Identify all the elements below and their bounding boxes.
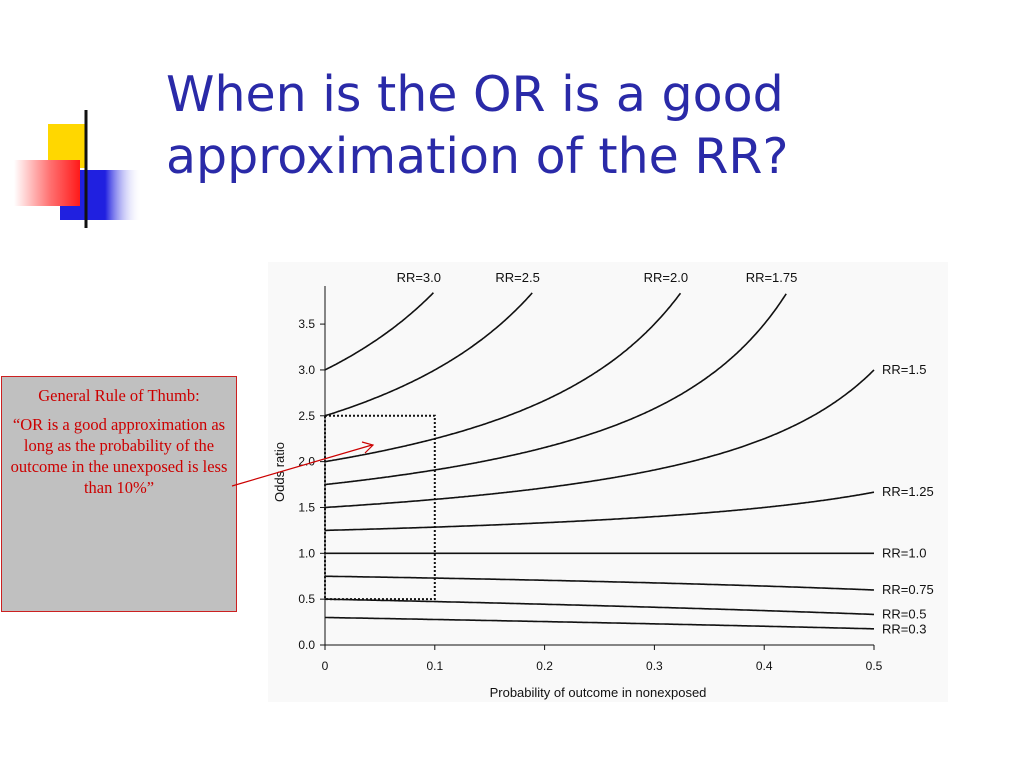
curve-label-rr-2-5: RR=2.5: [495, 270, 539, 285]
rule-of-thumb-callout: General Rule of Thumb: “OR is a good app…: [1, 376, 237, 612]
curve-rr-3-0: [324, 292, 434, 371]
curve-label-rr-2-0: RR=2.0: [644, 270, 688, 285]
y-tick-label: 3.5: [298, 317, 315, 331]
curve-label-rr-0-3: RR=0.3: [882, 621, 926, 636]
curve-rr-1-5: [324, 369, 875, 509]
curve-group: [324, 292, 875, 630]
curve-rr-1-25: [325, 491, 875, 532]
curve-label-rr-0-5: RR=0.5: [882, 606, 926, 621]
curve-rr-0-5: [325, 598, 874, 616]
curve-label-rr-1-75: RR=1.75: [746, 270, 798, 285]
x-tick-label: 0: [322, 659, 329, 673]
y-tick-label: 0.5: [298, 592, 315, 606]
y-axis-title: Odds ratio: [272, 442, 287, 502]
x-tick-label: 0.4: [756, 659, 773, 673]
y-tick-label: 2.5: [298, 409, 315, 423]
curve-label-rr-1-5: RR=1.5: [882, 362, 926, 377]
curve-label-rr-3-0: RR=3.0: [397, 270, 441, 285]
y-tick-label: 3.0: [298, 363, 315, 377]
y-tick-label: 0.0: [298, 638, 315, 652]
x-axis-title: Probability of outcome in nonexposed: [490, 685, 707, 700]
curve-rr-2-0: [324, 292, 682, 463]
y-tick-label: 2.0: [298, 455, 315, 469]
highlight-region: [324, 414, 436, 601]
y-tick-label: 1.5: [298, 500, 315, 514]
y-tick-label: 1.0: [298, 546, 315, 560]
curve-label-rr-1-0: RR=1.0: [882, 545, 926, 560]
slide-decoration: [14, 110, 980, 228]
or-rr-chart: 0 0.1 0.2 0.3 0.4 0.5 0.0 0.5 1.0 1.5 2.0 2.5 3.0 3.5…: [268, 262, 948, 702]
deco-red-square: [14, 160, 80, 206]
callout-quote: “OR is a good approximation as long as t…: [10, 415, 228, 497]
curve-label-group: RR=3.0 RR=2.5 RR=2.0 RR=1.75 RR=1.5 RR=1.25 RR…: [397, 270, 934, 636]
chart-background: [268, 262, 948, 702]
slide-title: When is the OR is a good approximation o…: [166, 66, 789, 185]
x-tick-label: 0.2: [536, 659, 553, 673]
x-tick-label: 0.1: [426, 659, 443, 673]
curve-label-rr-1-25: RR=1.25: [882, 484, 934, 499]
curve-rr-1-75: [324, 293, 787, 486]
curve-rr-0-3: [325, 616, 874, 630]
curve-rr-2-5: [324, 292, 533, 417]
x-tick-label: 0.3: [646, 659, 663, 673]
curve-rr-0-75: [324, 575, 875, 591]
callout-heading: General Rule of Thumb:: [38, 386, 200, 405]
x-tick-label: 0.5: [866, 659, 883, 673]
curve-label-rr-0-75: RR=0.75: [882, 582, 934, 597]
